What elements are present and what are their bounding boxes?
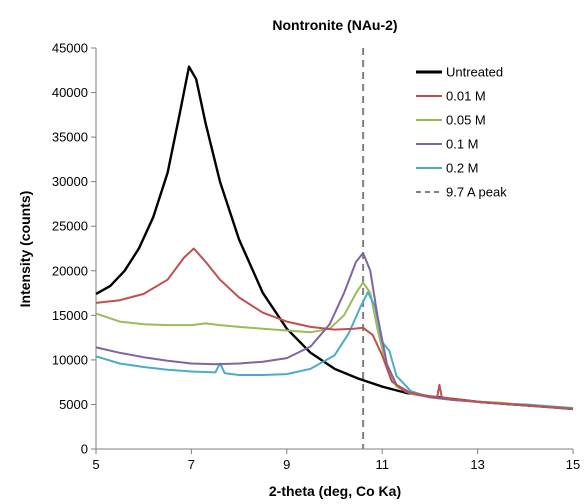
legend-label-untreated: Untreated bbox=[446, 65, 503, 80]
x-tick-label: 7 bbox=[188, 457, 195, 472]
legend-label-0-05-m: 0.05 M bbox=[446, 113, 486, 128]
y-tick-label: 45000 bbox=[52, 41, 88, 56]
x-tick-label: 15 bbox=[566, 457, 580, 472]
y-tick-label: 10000 bbox=[52, 352, 88, 367]
y-tick-label: 35000 bbox=[52, 130, 88, 145]
y-tick-label: 25000 bbox=[52, 219, 88, 234]
y-tick-label: 30000 bbox=[52, 174, 88, 189]
x-tick-label: 5 bbox=[92, 457, 99, 472]
y-tick-label: 15000 bbox=[52, 308, 88, 323]
series-line-0-1-m bbox=[95, 252, 574, 410]
x-tick-label: 13 bbox=[470, 457, 484, 472]
y-tick-label: 5000 bbox=[59, 397, 88, 412]
x-axis-ticks: 5 7 9 11 13 15 bbox=[92, 449, 580, 472]
x-axis-title: 2-theta (deg, Co Ka) bbox=[269, 483, 401, 499]
series-line-0-01-m bbox=[95, 247, 574, 410]
legend-label-0-1-m: 0.1 M bbox=[446, 137, 479, 152]
legend-label-0-01-m: 0.01 M bbox=[446, 89, 486, 104]
legend-label-9-7-a-peak: 9.7 A peak bbox=[446, 185, 507, 200]
series-line-0-2-m bbox=[95, 291, 574, 409]
x-tick-label: 11 bbox=[375, 457, 389, 472]
series-line-untreated bbox=[95, 65, 574, 411]
y-tick-label: 0 bbox=[81, 442, 88, 457]
legend: Untreated 0.01 M 0.05 M 0.1 M 0.2 M 9.7 A pea… bbox=[416, 65, 507, 200]
y-tick-label: 20000 bbox=[52, 263, 88, 278]
plot-area bbox=[95, 48, 574, 450]
chart-title: Nontronite (NAu-2) bbox=[272, 17, 397, 33]
x-tick-label: 9 bbox=[283, 457, 290, 472]
series-line-0-05-m bbox=[95, 281, 574, 410]
y-axis-title: Intensity (counts) bbox=[17, 191, 33, 308]
y-axis-ticks: 0 5000 10000 15000 20000 25000 30000 35000 40000… bbox=[52, 41, 96, 457]
series-layer bbox=[95, 65, 574, 411]
legend-label-0-2-m: 0.2 M bbox=[446, 161, 479, 176]
y-tick-label: 40000 bbox=[52, 85, 88, 100]
